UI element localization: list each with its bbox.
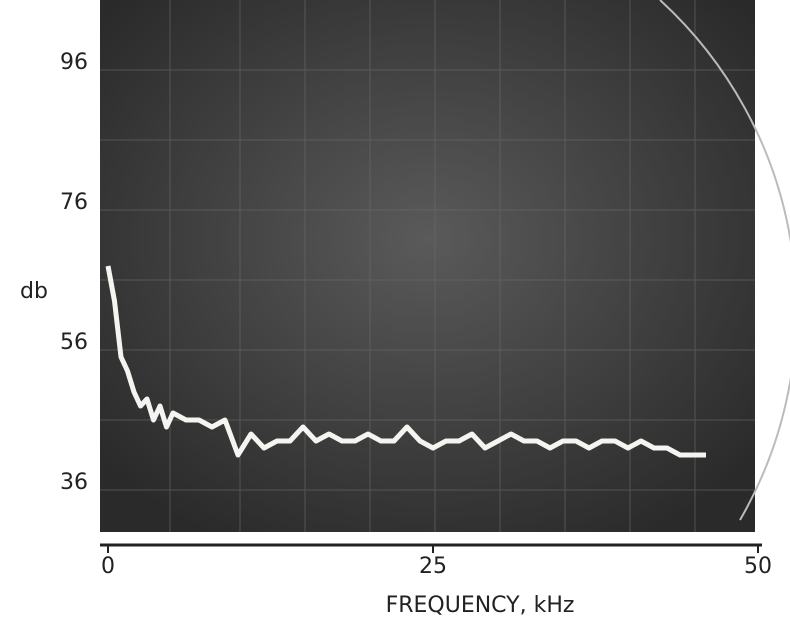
y-tick-label: 56: [60, 330, 88, 355]
x-axis-label: FREQUENCY, kHz: [386, 593, 575, 618]
x-tick-label: 25: [419, 554, 447, 579]
y-axis-label: db: [20, 279, 48, 304]
x-tick-label: 50: [744, 554, 772, 579]
screen-edge: [659, 0, 790, 521]
scope-screen: [100, 0, 755, 532]
graticule: [100, 0, 755, 532]
y-tick-label: 36: [60, 470, 88, 495]
y-tick-label: 96: [60, 50, 88, 75]
spectrum-trace: [105, 265, 706, 458]
x-tick-label: 0: [101, 554, 115, 579]
y-tick-label: 76: [60, 190, 88, 215]
